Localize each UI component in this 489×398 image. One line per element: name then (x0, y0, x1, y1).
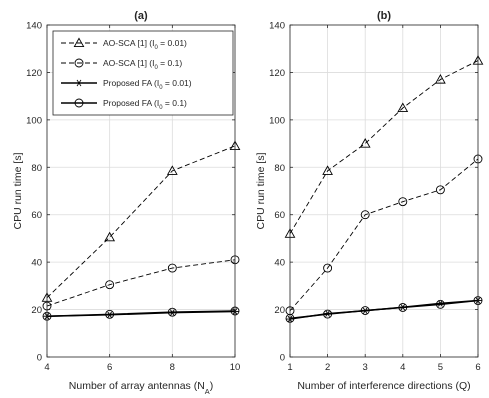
data-point (322, 165, 333, 175)
y-tick-label: 80 (274, 163, 285, 174)
legend-label: AO-SCA [1] (I0 = 0.01) (103, 38, 187, 51)
data-point (359, 138, 371, 148)
data-point (398, 197, 408, 207)
legend-entry: Proposed FA (I0 = 0.1) (61, 98, 187, 111)
legend-marker (75, 79, 83, 87)
y-tick-label: 0 (37, 353, 42, 364)
x-tick-label: 5 (438, 362, 443, 373)
data-point (435, 185, 445, 195)
data-point (105, 280, 115, 290)
chart-title: (a) (134, 10, 148, 22)
data-point (104, 231, 116, 242)
legend-marker (73, 37, 85, 48)
data-point (360, 210, 370, 220)
series-line (46, 145, 236, 299)
legend-label: AO-SCA [1] (I0 = 0.1) (103, 58, 182, 71)
x-tick-label: 2 (325, 362, 330, 373)
y-axis-label: CPU run time [s] (12, 152, 24, 229)
legend: AO-SCA [1] (I0 = 0.01) AO-SCA [1] (I0 = 0… (52, 30, 234, 116)
y-tick-label: 60 (31, 210, 42, 221)
chart-title: (b) (377, 10, 391, 22)
plot-area (290, 25, 478, 357)
data-point (167, 263, 177, 273)
y-tick-label: 0 (280, 353, 285, 364)
data-point (166, 165, 178, 175)
legend-marker (74, 58, 84, 68)
data-point (397, 102, 409, 113)
series-line (289, 60, 479, 234)
series-line (46, 259, 236, 307)
y-tick-label: 20 (31, 305, 42, 316)
legend-label: Proposed FA (I0 = 0.01) (103, 78, 192, 91)
data-point (105, 309, 115, 319)
x-tick-label: 1 (287, 362, 292, 373)
series-line (289, 299, 479, 320)
data-point (435, 299, 445, 309)
y-tick-label: 80 (31, 163, 42, 174)
y-tick-label: 140 (269, 21, 285, 32)
data-point (398, 302, 408, 312)
x-tick-label: 4 (44, 362, 49, 373)
legend-label: Proposed FA (I0 = 0.1) (103, 98, 187, 111)
y-tick-label: 40 (31, 258, 42, 269)
y-tick-label: 120 (269, 68, 285, 79)
x-tick-label: 3 (363, 362, 368, 373)
x-tick-label: 6 (475, 362, 480, 373)
data-point (167, 307, 177, 317)
x-axis-label: Number of interference directions (Q) (297, 380, 470, 392)
data-point (360, 306, 370, 315)
data-point (323, 263, 333, 273)
y-tick-label: 120 (26, 68, 42, 79)
x-tick-label: 8 (170, 362, 175, 373)
x-tick-label: 4 (400, 362, 405, 373)
series-line (289, 158, 479, 312)
y-tick-label: 20 (274, 305, 285, 316)
data-point (323, 309, 333, 319)
series-line (46, 310, 236, 317)
y-tick-label: 100 (26, 115, 42, 126)
legend-entry: AO-SCA [1] (I0 = 0.1) (61, 58, 182, 71)
legend-entry: AO-SCA [1] (I0 = 0.01) (61, 37, 187, 51)
axes-box (46, 24, 236, 358)
legend-entry: Proposed FA (I0 = 0.01) (61, 78, 192, 91)
x-tick-label: 6 (107, 362, 112, 373)
axes-box (289, 24, 479, 358)
x-axis-label: Number of array antennas (NA) (69, 380, 213, 396)
data-point (435, 74, 446, 84)
y-tick-label: 40 (274, 258, 285, 269)
y-tick-label: 100 (269, 115, 285, 126)
legend-marker (74, 98, 84, 108)
x-tick-label: 10 (230, 362, 241, 373)
y-tick-label: 60 (274, 210, 285, 221)
y-axis-label: CPU run time [s] (255, 152, 267, 229)
y-tick-label: 140 (26, 21, 42, 32)
